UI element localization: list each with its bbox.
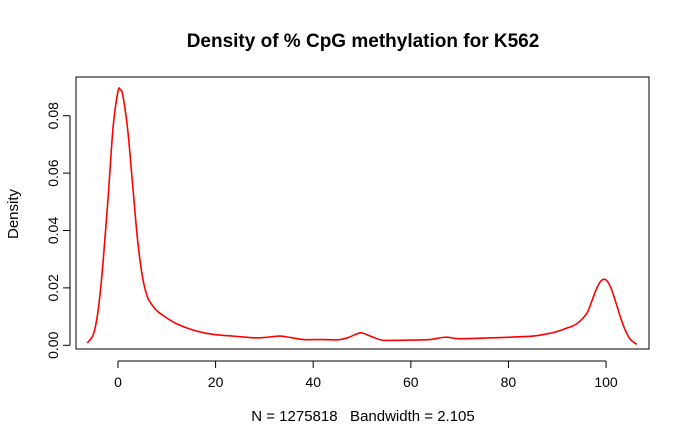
- x-tick-label: 40: [305, 374, 321, 390]
- x-axis-label: N = 1275818 Bandwidth = 2.105: [251, 408, 475, 425]
- y-tick-label: 0.06: [45, 159, 61, 186]
- y-axis-label: Density: [5, 188, 22, 239]
- y-tick-label: 0.04: [45, 217, 61, 244]
- y-axis: 0.00 0.02 0.04 0.06 0.08: [45, 102, 71, 359]
- density-curve: [86, 87, 638, 346]
- x-tick-label: 80: [501, 374, 517, 390]
- x-axis: 0 20 40 60 80 100: [114, 360, 618, 390]
- y-tick-label: 0.00: [45, 331, 61, 358]
- x-tick-label: 20: [208, 374, 224, 390]
- plot-frame: [75, 76, 650, 350]
- series-layer: [86, 87, 638, 346]
- x-tick-label: 100: [594, 374, 618, 390]
- x-tick-label: 60: [403, 374, 419, 390]
- y-tick-label: 0.08: [45, 102, 61, 129]
- x-tick-label: 0: [114, 374, 122, 390]
- y-tick-label: 0.02: [45, 274, 61, 301]
- chart-title: Density of % CpG methylation for K562: [187, 31, 540, 52]
